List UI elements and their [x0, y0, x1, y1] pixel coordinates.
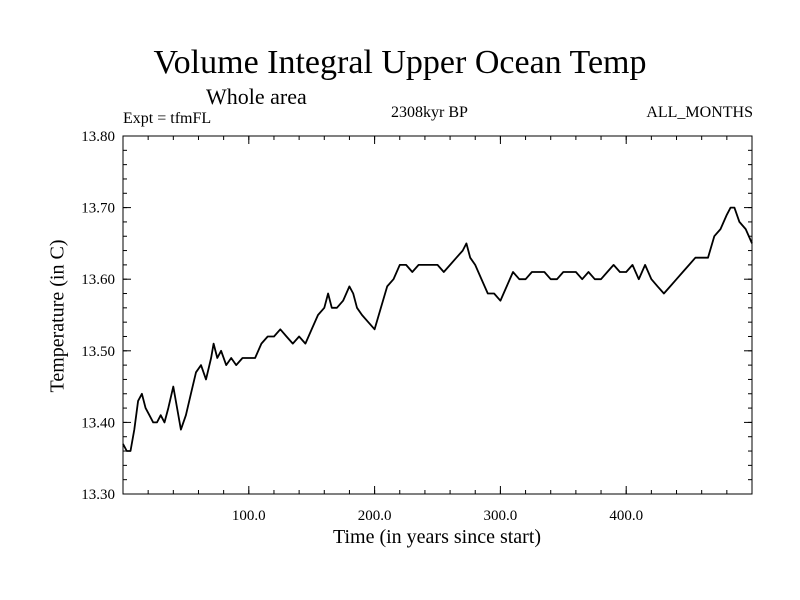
x-tick-label: 100.0 [232, 508, 266, 524]
temperature-series-line [122, 206, 753, 452]
x-tick-label: 200.0 [358, 508, 392, 524]
x-axis-label: Time (in years since start) [332, 526, 542, 548]
experiment-label: Expt = tfmFL [123, 110, 212, 127]
months-label: ALL_MONTHS [646, 104, 753, 121]
axis-ticks: 13.30 13.40 13.50 13.60 13.70 13.80 100.0 200.0… [81, 129, 752, 524]
chart-subtitle: Whole area [206, 84, 307, 109]
y-tick-label: 13.30 [81, 487, 115, 503]
x-tick-label: 400.0 [609, 508, 643, 524]
chart-title: Volume Integral Upper Ocean Temp [153, 44, 647, 81]
y-tick-label: 13.70 [81, 201, 115, 217]
plot-frame [122, 135, 753, 495]
y-tick-label: 13.40 [81, 415, 115, 431]
y-tick-label: 13.60 [81, 272, 115, 288]
y-tick-label: 13.80 [81, 129, 115, 145]
x-tick-label: 300.0 [484, 508, 518, 524]
y-tick-label: 13.50 [81, 344, 115, 360]
series-layer [122, 206, 753, 452]
era-label: 2308kyr BP [391, 104, 468, 121]
